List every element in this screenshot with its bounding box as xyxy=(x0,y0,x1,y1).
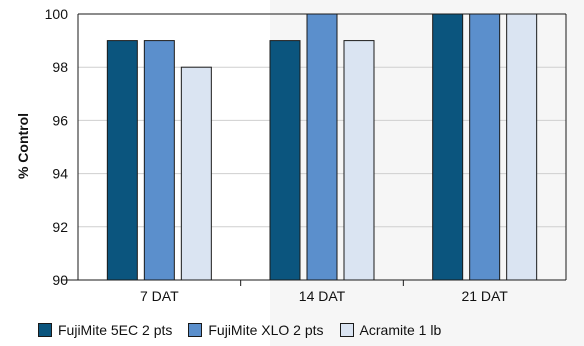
legend-label-fujimite-5ec: FujiMite 5EC 2 pts xyxy=(58,322,173,338)
bar-fujimite-xlo-2-pts-21-dat xyxy=(469,13,501,281)
bar-acramite-1-lb-7-dat xyxy=(180,66,212,281)
axes xyxy=(62,13,567,286)
bar-fujimite-5ec-2-pts-14-dat xyxy=(269,40,301,281)
y-tick-labels: 90 92 94 96 98 100 xyxy=(45,6,69,288)
bars xyxy=(106,13,538,281)
legend-label-acramite: Acramite 1 lb xyxy=(359,322,442,338)
legend-item-fujimite-5ec: FujiMite 5EC 2 pts xyxy=(38,322,172,338)
x-category-labels: 7 DAT 14 DAT 21 DAT xyxy=(140,288,508,304)
bar-acramite-1-lb-21-dat xyxy=(506,13,538,281)
legend-swatch-acramite xyxy=(339,323,354,337)
x-category-label-2: 21 DAT xyxy=(461,288,508,304)
bar-fujimite-xlo-2-pts-14-dat xyxy=(306,13,338,281)
legend-label-fujimite-xlo: FujiMite XLO 2 pts xyxy=(208,322,324,338)
x-category-label-0: 7 DAT xyxy=(140,288,179,304)
y-tick-label-96: 96 xyxy=(52,112,68,128)
x-category-label-1: 14 DAT xyxy=(299,288,346,304)
bar-fujimite-xlo-2-pts-7-dat xyxy=(143,40,175,281)
legend-item-acramite: Acramite 1 lb xyxy=(339,322,442,338)
y-tick-label-90: 90 xyxy=(52,272,68,288)
bar-acramite-1-lb-14-dat xyxy=(343,40,375,281)
y-tick-label-94: 94 xyxy=(52,166,68,182)
legend: FujiMite 5EC 2 pts FujiMite XLO 2 pts Ac… xyxy=(38,322,457,338)
y-tick-label-100: 100 xyxy=(45,6,69,22)
bar-fujimite-5ec-2-pts-21-dat xyxy=(432,13,464,281)
legend-item-fujimite-xlo: FujiMite XLO 2 pts xyxy=(188,322,324,338)
y-axis-label: % Control xyxy=(15,113,31,179)
bar-fujimite-5ec-2-pts-7-dat xyxy=(106,40,138,281)
y-tick-label-92: 92 xyxy=(52,219,68,235)
legend-swatch-fujimite-xlo xyxy=(188,323,203,337)
legend-swatch-fujimite-5ec xyxy=(38,323,52,337)
y-tick-label-98: 98 xyxy=(52,59,68,75)
